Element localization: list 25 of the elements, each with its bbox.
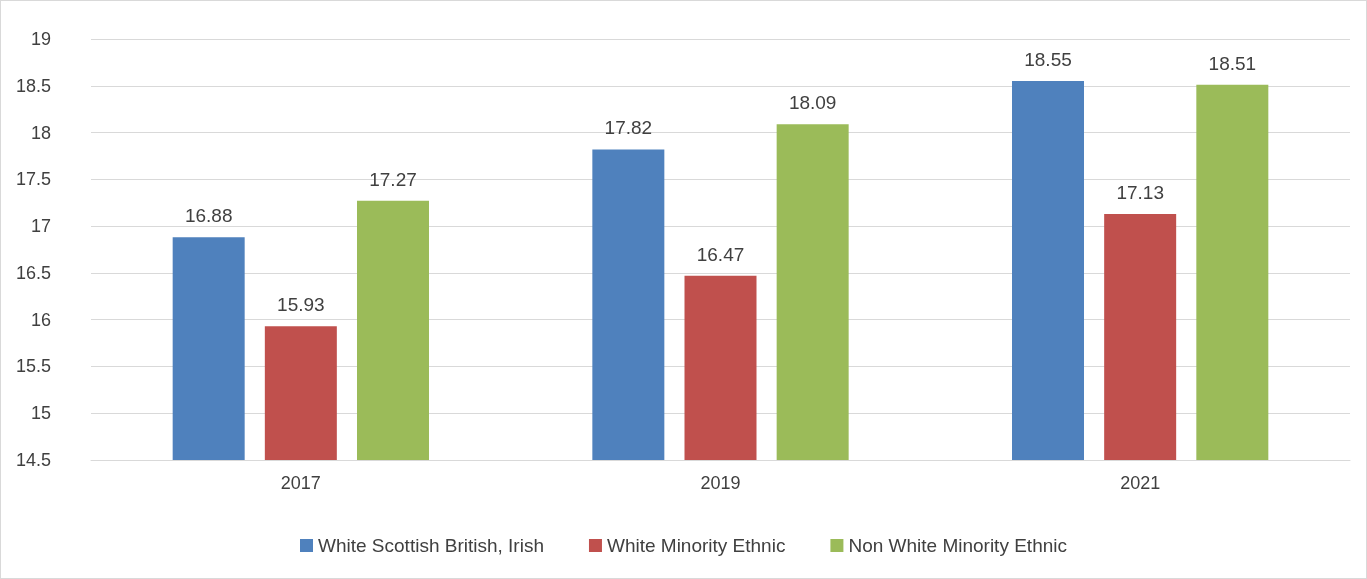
data-label: 18.09 <box>788 92 837 114</box>
y-tick-label: 15 <box>30 403 51 424</box>
y-tick-label: 17 <box>30 216 51 237</box>
legend-label: White Scottish British, Irish <box>318 535 544 556</box>
x-tick-label: 2019 <box>700 473 741 493</box>
data-label: 16.47 <box>696 243 745 265</box>
x-tick-label: 2021 <box>1120 473 1161 493</box>
y-tick-label: 16 <box>30 309 51 330</box>
x-tick-label: 2017 <box>280 473 321 493</box>
data-label: 18.51 <box>1208 52 1257 74</box>
y-tick-label: 16.5 <box>15 262 51 283</box>
data-label: 17.27 <box>369 168 417 190</box>
data-label: 18.55 <box>1024 49 1072 71</box>
y-tick-label: 15.5 <box>15 356 51 377</box>
data-label: 17.13 <box>1116 181 1164 203</box>
data-label: 17.82 <box>604 117 653 139</box>
y-tick-label: 18 <box>30 122 51 143</box>
y-tick-label: 17.5 <box>15 169 51 190</box>
y-tick-label: 14.5 <box>15 450 51 470</box>
legend-label: White Minority Ethnic <box>606 535 786 556</box>
y-tick-label: 19 <box>30 29 51 49</box>
data-label: 16.88 <box>184 205 233 227</box>
y-tick-label: 18.5 <box>15 75 51 96</box>
data-label: 15.93 <box>277 294 325 316</box>
legend-label: Non White Minority Ethnic <box>848 535 1067 556</box>
